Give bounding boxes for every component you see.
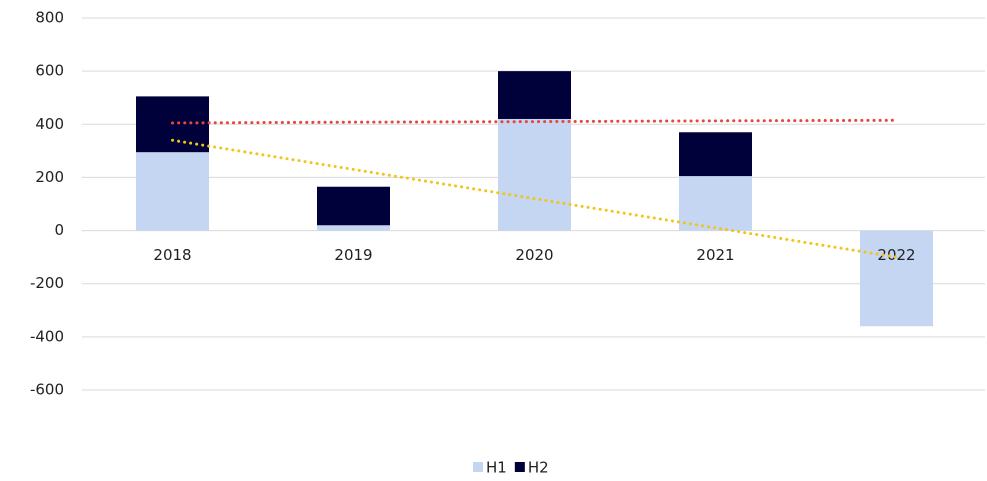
y-tick-label: 800 [35,9,64,27]
x-tick-label: 2019 [334,246,372,264]
bar [679,176,752,231]
legend-label: H1 [486,459,507,477]
x-tick-label: 2021 [696,246,734,264]
x-tick-label: 2020 [515,246,553,264]
x-tick-label: 2018 [153,246,191,264]
bar [498,71,571,119]
y-tick-label: 400 [35,115,64,133]
x-tick-label: 2022 [877,246,915,264]
bar [317,186,390,226]
bar [498,118,571,231]
bar [317,225,390,231]
y-tick-label: 600 [35,62,64,80]
trendline [171,118,898,125]
bar [136,152,209,231]
y-tick-label: 200 [35,168,64,186]
y-tick-label: -600 [30,381,64,399]
y-tick-label: -400 [30,327,64,345]
bar [679,132,752,177]
bar [860,230,933,327]
legend-swatch [514,462,525,472]
legend-swatch [473,462,483,472]
legend-label: H2 [528,459,549,477]
trendline [171,138,898,259]
y-tick-label: 0 [54,221,64,239]
y-tick-label: -200 [30,274,64,292]
